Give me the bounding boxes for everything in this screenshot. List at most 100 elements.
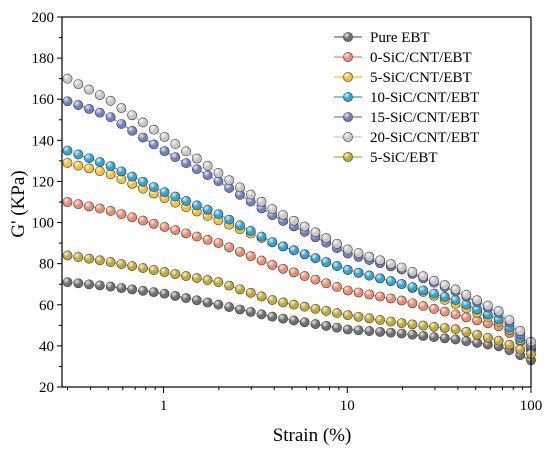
data-point-shine <box>407 298 418 308</box>
data-point-shine <box>95 108 105 118</box>
data-point-shine <box>127 126 137 136</box>
data-point-shine <box>418 271 428 281</box>
data-point-shine <box>267 295 277 305</box>
data-point-shine <box>62 74 73 84</box>
legend-marker-shine <box>343 152 353 162</box>
data-point-shine <box>203 235 213 245</box>
data-point-shine <box>332 282 342 292</box>
data-point-shine <box>246 288 256 298</box>
data-point-shine <box>213 209 224 219</box>
data-point-shine <box>386 316 396 327</box>
data-point-shine <box>246 189 256 200</box>
data-point-shine <box>181 271 191 281</box>
data-point-shine <box>483 339 493 350</box>
data-point-shine <box>332 239 342 249</box>
data-point-shine <box>192 164 202 174</box>
data-point-shine <box>138 184 148 194</box>
data-point-shine <box>116 103 126 113</box>
data-point-shine <box>353 287 364 298</box>
legend-label: 5-SiC/EBT <box>370 150 438 166</box>
data-point-shine <box>127 110 137 120</box>
data-point-shine <box>62 158 73 168</box>
data-point-shine <box>321 233 331 243</box>
data-point-shine <box>429 304 439 314</box>
legend-label: 15-SiC/CNT/EBT <box>370 110 479 126</box>
data-point-shine <box>429 288 439 299</box>
data-point-shine <box>116 283 126 293</box>
data-point-shine <box>224 175 234 185</box>
data-point-shine <box>310 227 321 237</box>
data-point-shine <box>472 330 482 340</box>
data-point-shine <box>95 255 105 265</box>
series-layer <box>62 73 536 366</box>
data-point-shine <box>138 286 148 296</box>
data-point-shine <box>213 300 224 310</box>
data-point-shine <box>203 161 213 171</box>
data-point-shine <box>472 295 482 305</box>
data-point-shine <box>138 177 148 187</box>
data-point-shine <box>364 289 374 300</box>
data-point-shine <box>386 328 396 338</box>
series-pure-ebt <box>62 277 536 366</box>
data-point-shine <box>73 252 83 262</box>
data-point-shine <box>84 104 94 114</box>
axes-layer: 20 40 60 80 100 120 140 160 180 200 1 10 100 <box>32 10 543 414</box>
data-point-shine <box>213 238 224 248</box>
data-point-shine <box>213 176 224 186</box>
data-point-shine <box>235 190 245 200</box>
data-point-shine <box>289 216 299 226</box>
data-point-shine <box>450 324 461 334</box>
data-point-shine <box>321 278 331 288</box>
data-point-shine <box>483 333 493 343</box>
data-point-shine <box>73 149 83 160</box>
legend-marker-shine <box>343 52 353 62</box>
data-point-shine <box>62 146 73 156</box>
data-point-shine <box>353 312 364 322</box>
data-point-shine <box>246 307 256 317</box>
data-point-shine <box>159 132 170 142</box>
data-point-shine <box>494 306 504 316</box>
data-point-shine <box>127 179 137 189</box>
data-point-shine <box>267 312 277 322</box>
legend-marker-shine <box>343 32 353 42</box>
data-point-shine <box>73 278 83 288</box>
data-point-shine <box>73 199 83 209</box>
data-point-shine <box>224 215 234 225</box>
y-tick-label: 140 <box>32 133 55 149</box>
data-point-shine <box>213 277 224 287</box>
data-point-shine <box>310 319 321 329</box>
data-point-shine <box>149 125 159 135</box>
data-point-shine <box>106 169 116 179</box>
data-point-shine <box>213 168 224 178</box>
data-point-shine <box>192 295 202 305</box>
y-tick-label: 180 <box>32 51 55 67</box>
data-point-shine <box>224 242 234 252</box>
data-point-shine <box>450 284 461 295</box>
data-point-shine <box>192 200 202 210</box>
data-point-shine <box>106 281 116 292</box>
data-point-shine <box>127 261 137 271</box>
legend-marker-shine <box>343 92 353 102</box>
data-point-shine <box>461 290 471 300</box>
data-point-shine <box>472 304 482 315</box>
legend-marker-shine <box>343 112 353 122</box>
data-point-shine <box>440 333 450 343</box>
legend-item: 15-SiC/CNT/EBT <box>334 110 479 126</box>
data-point-shine <box>332 323 342 333</box>
data-point-shine <box>170 191 180 202</box>
data-point-shine <box>181 146 191 156</box>
data-point-shine <box>289 267 299 277</box>
data-point-shine <box>256 203 267 213</box>
data-point-shine <box>321 257 331 267</box>
x-tick-label: 10 <box>340 398 355 414</box>
data-point-shine <box>289 245 299 255</box>
data-point-shine <box>504 340 515 350</box>
data-point-shine <box>450 334 461 345</box>
data-point-shine <box>429 332 439 342</box>
data-point-shine <box>256 309 267 319</box>
data-point-shine <box>300 221 310 232</box>
data-point-shine <box>472 315 482 325</box>
data-point-shine <box>397 279 407 289</box>
data-point-shine <box>235 284 245 294</box>
